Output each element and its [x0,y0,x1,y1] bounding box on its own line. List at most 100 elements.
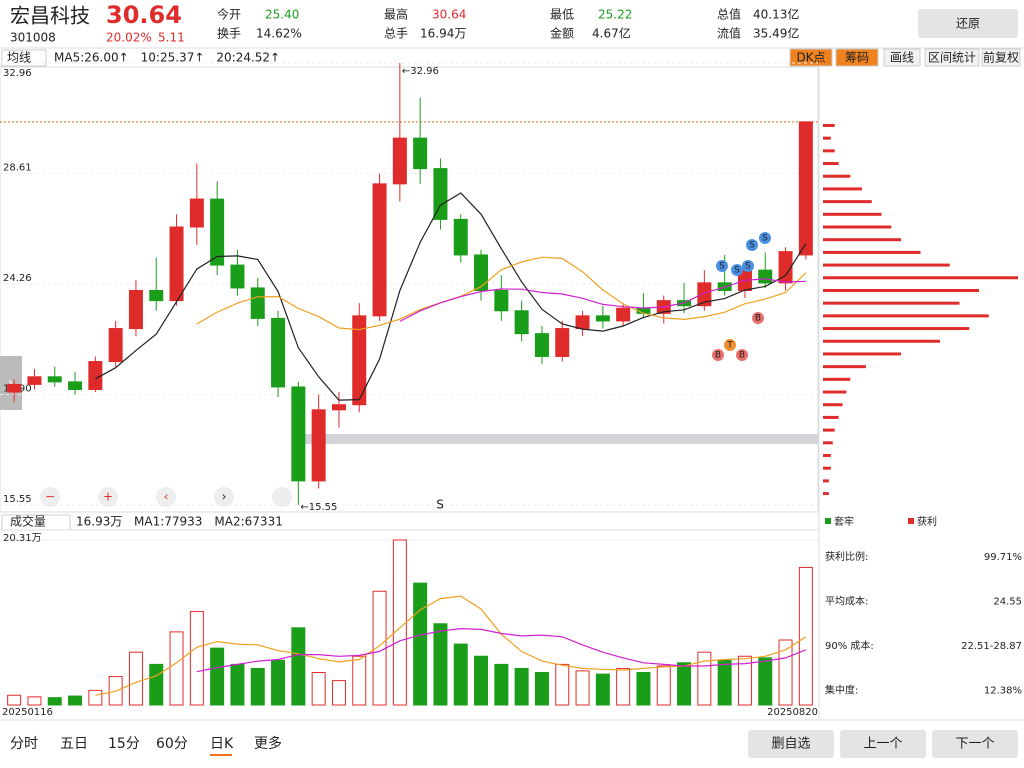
tab[interactable]: 60分 [156,736,188,752]
candle-body [88,361,103,390]
candle-body [555,328,570,357]
chip-bar [823,174,851,178]
volume-ma-line [95,595,807,696]
volume-bar [169,631,184,706]
volume-bar [352,655,367,706]
stat-label: 总手 [384,27,408,41]
signal-label: S [436,498,444,512]
tool-button[interactable] [981,48,1021,67]
tab[interactable]: 分时 [10,736,38,752]
candle-body [453,218,468,256]
zoom-in[interactable] [98,487,118,507]
candle-body [230,264,245,289]
volume-bar [128,651,143,706]
chip-bar [823,136,831,140]
min-label: ←15.55 [300,502,337,513]
pan-left[interactable] [156,487,176,507]
y-tick-label: 15.55 [3,494,32,505]
icon: − [45,490,55,504]
signal-label: B [755,314,761,324]
candle-body [595,315,610,322]
candle-body [169,226,184,302]
ma-legend: 20:24.52↑ [216,51,280,65]
ma-legend: MA5:26.00↑ [54,51,129,65]
ma-line [196,256,807,331]
legend-label: 套牢 [834,515,854,528]
signal-bubble [716,260,728,272]
volume-bar [392,539,407,706]
volume-bar [656,665,671,706]
volume-bar [575,670,590,706]
y-tick-label: 24.26 [3,273,32,284]
chip-stat-value: 12.38% [984,686,1022,697]
volume-bar [27,696,42,706]
chip-bar [823,390,847,394]
tool-button[interactable] [883,48,921,67]
candle-body [47,376,62,383]
restore-button[interactable] [918,9,1018,38]
candle-body [494,289,509,312]
signal-label: S [734,266,740,276]
tool-button[interactable] [789,48,833,67]
stat-label: 今开 [217,7,241,22]
volume-bar [555,663,570,706]
candle-body [372,183,387,317]
stat-label: 换手 [217,27,241,41]
candle-body [27,376,42,385]
chip-bar [823,492,829,496]
stat-label: 总值 [717,7,741,22]
chip-stat-label: 90% 成本: [825,639,874,652]
candle-body [778,251,793,284]
volume-bar [514,667,529,706]
reset[interactable] [272,487,292,507]
tab[interactable]: 五日 [60,736,88,752]
signal-bubble [759,232,771,244]
zoom-out[interactable] [40,487,60,507]
x-tick-label: 20250820 [767,707,818,718]
chip-stat-value: 99.71% [984,552,1022,563]
chip-bar [823,187,862,191]
signal-bubble [752,312,764,324]
volume-bar [636,672,651,706]
side-tab[interactable] [0,356,22,410]
chip-bar [823,301,960,305]
ma-menu-label: 均线 [7,51,31,65]
tool-button[interactable] [835,48,879,67]
volume-bar [697,651,712,706]
ma-menu[interactable] [1,49,47,67]
volume-bar [534,672,549,706]
stock-code: 301008 [10,31,56,45]
legend-swatch [825,518,831,524]
chip-bar [823,352,901,356]
signal-label: S [745,262,751,272]
tool-button-label: 区间统计 [928,51,976,65]
volume-bar [474,655,489,706]
y-tick-label: 20.31万 [3,533,42,544]
chip-bar [823,250,921,254]
chip-bar [823,263,950,267]
signal-bubble [742,260,754,272]
tab[interactable]: 日K [210,736,234,752]
candle-body [108,328,123,363]
y-tick-label: 32.96 [3,68,32,79]
pan-right[interactable] [214,487,234,507]
footer-button[interactable] [932,730,1018,758]
ma-line [95,192,807,401]
tab[interactable]: 15分 [108,736,140,752]
tab[interactable]: 更多 [254,735,282,752]
candle-body [149,289,164,302]
chip-bar [823,276,1018,280]
tool-button[interactable] [924,48,980,67]
volume-bar [88,689,103,706]
footer-button-label: 下一个 [955,737,994,752]
stat-value: 25.40 [265,8,299,22]
legend-label: 获利 [917,516,937,528]
candle-body [697,282,712,307]
candle-body [331,404,346,411]
signal-bubble [746,239,758,251]
restore-label: 还原 [956,17,980,31]
footer-button[interactable] [748,730,834,758]
footer-button[interactable] [840,730,926,758]
volume-bar [494,663,509,706]
